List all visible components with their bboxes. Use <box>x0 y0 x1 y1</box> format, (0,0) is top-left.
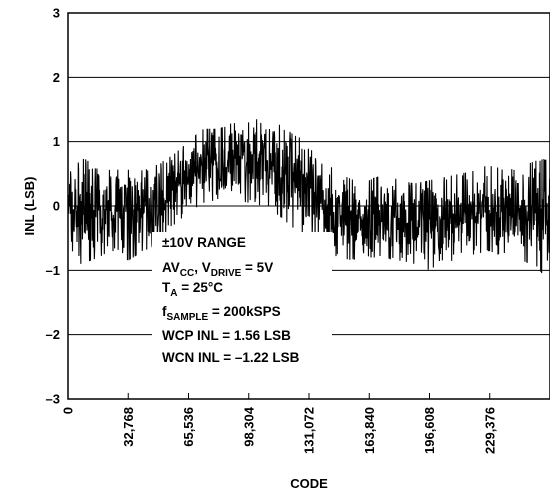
y-tick-label: 1 <box>53 134 60 149</box>
y-tick-label: –2 <box>46 327 60 342</box>
temperature-note: TA = 25°C <box>162 280 223 299</box>
x-tick-label: 163,840 <box>362 407 377 454</box>
x-axis-ticks: 0 32,768 65,536 98,304 131,072 163,840 196,608… <box>61 393 497 454</box>
y-tick-label: –3 <box>46 392 60 407</box>
x-tick-label: 98,304 <box>241 406 256 447</box>
x-tick-label: 0 <box>61 407 76 414</box>
x-tick-label: 131,072 <box>302 407 317 454</box>
x-tick-label: 65,536 <box>181 407 196 447</box>
y-axis-ticks: 3 2 1 0 –1 –2 –3 <box>46 6 60 407</box>
sample-rate-note: fSAMPLE = 200kSPS <box>162 304 281 323</box>
annotations: ±10V RANGE AVCC, VDRIVE = 5V TA = 25°C f… <box>162 235 300 365</box>
wcp-inl-note: WCP INL = 1.56 LSB <box>162 328 291 343</box>
y-tick-label: 3 <box>53 6 60 21</box>
y-tick-label: 2 <box>53 70 60 85</box>
supply-note: AVCC, VDRIVE = 5V <box>162 260 273 279</box>
annotation-box <box>152 232 332 394</box>
x-tick-label: 32,768 <box>121 407 136 447</box>
y-axis-title: INL (LSB) <box>22 177 37 236</box>
x-tick-label: 196,608 <box>422 407 437 454</box>
range-note: ±10V RANGE <box>162 235 246 250</box>
wcn-inl-note: WCN INL = –1.22 LSB <box>162 350 300 365</box>
inl-series-line <box>67 119 550 274</box>
inl-trace <box>67 119 550 274</box>
y-tick-label: –1 <box>46 263 60 278</box>
x-tick-label: 229,376 <box>482 407 497 454</box>
x-axis-title: CODE <box>290 476 328 491</box>
y-tick-label: 0 <box>53 199 60 214</box>
